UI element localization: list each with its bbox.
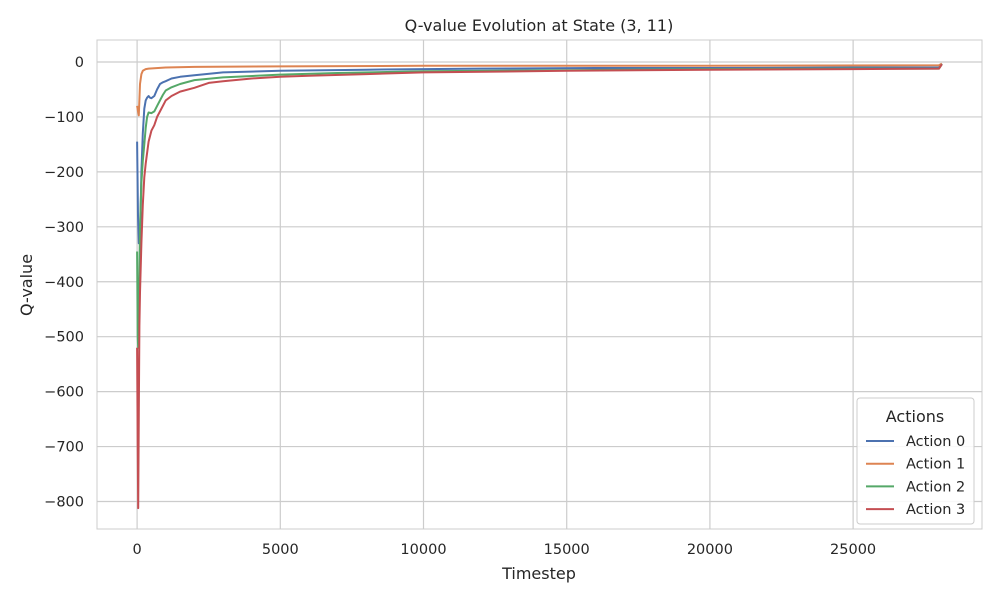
y-tick-label: −300 — [44, 220, 84, 236]
y-tick-label: −200 — [44, 165, 84, 181]
x-tick-label: 0 — [132, 542, 141, 558]
y-tick-label: −700 — [44, 440, 84, 456]
chart-title: Q-value Evolution at State (3, 11) — [405, 16, 674, 35]
y-axis-ticks: 0 −100 −200 −300 −400 −500 −600 −700 −800 — [44, 55, 84, 511]
series-line-action-0 — [136, 63, 943, 245]
x-axis-label: Timestep — [501, 564, 576, 583]
plot-area — [96, 39, 983, 530]
legend: Actions Action 0 Action 1 Action 2 Action 3 — [856, 397, 975, 525]
series-line-action-3 — [136, 63, 943, 510]
legend-items: Action 0 Action 1 Action 2 Action 3 — [866, 434, 965, 518]
x-tick-label: 20000 — [687, 542, 733, 558]
x-tick-label: 15000 — [544, 542, 590, 558]
x-tick-label: 10000 — [400, 542, 446, 558]
legend-box — [856, 397, 975, 525]
legend-label: Action 3 — [906, 502, 965, 518]
x-tick-label: 5000 — [262, 542, 299, 558]
legend-title: Actions — [886, 407, 944, 426]
x-axis-ticks: 0 5000 10000 15000 20000 25000 — [132, 542, 876, 558]
y-tick-label: −600 — [44, 385, 84, 401]
y-tick-label: 0 — [75, 55, 84, 71]
legend-label: Action 0 — [906, 434, 965, 450]
series-line-action-1 — [136, 62, 943, 117]
y-tick-label: −400 — [44, 275, 84, 291]
x-tick-label: 25000 — [830, 542, 876, 558]
series-lines — [136, 62, 943, 510]
grid-lines — [97, 40, 982, 529]
y-tick-label: −800 — [44, 495, 84, 511]
legend-label: Action 2 — [906, 479, 965, 495]
legend-label: Action 1 — [906, 457, 965, 473]
y-axis-label: Q-value — [17, 254, 36, 316]
y-tick-label: −500 — [44, 330, 84, 346]
y-tick-label: −100 — [44, 110, 84, 126]
